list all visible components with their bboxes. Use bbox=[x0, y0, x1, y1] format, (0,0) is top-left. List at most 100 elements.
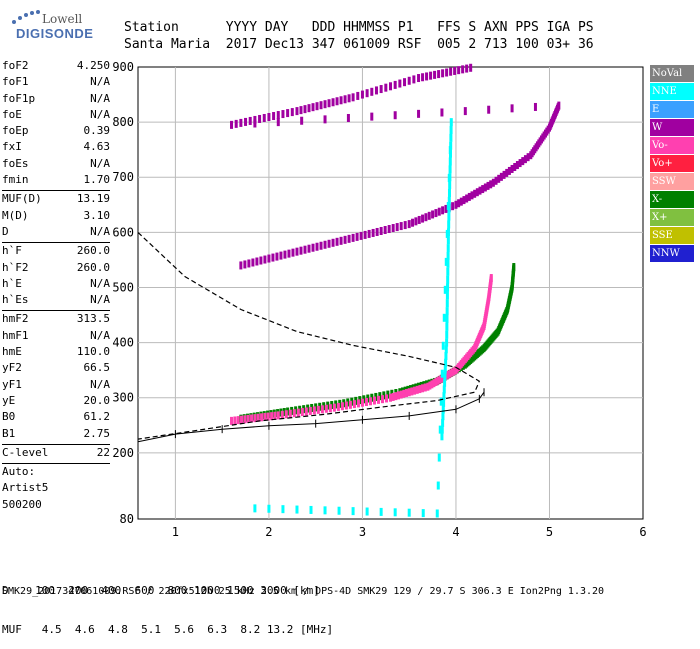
data-point bbox=[448, 181, 452, 190]
data-point bbox=[453, 66, 457, 75]
data-point bbox=[448, 157, 452, 166]
data-point bbox=[465, 194, 469, 203]
logo-word-digisonde: DIGISONDE bbox=[16, 26, 94, 41]
data-point bbox=[421, 73, 425, 82]
data-point bbox=[449, 67, 453, 76]
data-point bbox=[347, 94, 351, 103]
data-point bbox=[380, 395, 384, 404]
data-point bbox=[445, 291, 449, 300]
data-point bbox=[444, 204, 448, 213]
data-point bbox=[363, 230, 367, 239]
data-point bbox=[443, 365, 447, 374]
data-point bbox=[417, 109, 421, 118]
data-point bbox=[487, 105, 491, 114]
data-point bbox=[270, 412, 274, 421]
data-point bbox=[359, 231, 363, 240]
param-value: N/A bbox=[90, 224, 110, 238]
data-point bbox=[290, 108, 294, 117]
param-row: foF1 N/A bbox=[2, 74, 110, 90]
data-point bbox=[444, 358, 448, 367]
data-point bbox=[403, 78, 407, 87]
param-name: C-level bbox=[2, 445, 49, 459]
y-tick-label: 600 bbox=[112, 225, 134, 239]
data-point bbox=[384, 83, 388, 92]
data-point bbox=[287, 249, 291, 258]
data-point bbox=[339, 96, 343, 105]
data-point bbox=[248, 116, 252, 125]
param-value: N/A bbox=[90, 276, 110, 290]
param-value: 61.2 bbox=[83, 410, 111, 424]
data-point bbox=[442, 398, 446, 407]
data-point bbox=[407, 388, 411, 397]
param-row: B0 61.2 bbox=[2, 409, 110, 425]
data-point bbox=[445, 314, 449, 323]
x-tick-label: 1 bbox=[172, 525, 179, 539]
data-point bbox=[370, 112, 374, 121]
param-row: foEp 0.39 bbox=[2, 123, 110, 139]
data-point bbox=[444, 257, 448, 266]
data-point bbox=[526, 153, 530, 162]
legend-item: X+ bbox=[650, 209, 694, 226]
data-point bbox=[348, 400, 352, 409]
data-point bbox=[445, 68, 449, 77]
data-point bbox=[328, 404, 332, 413]
y-tick-label: 400 bbox=[112, 336, 134, 350]
digisonde-logo: Lowell DIGISONDE bbox=[4, 8, 114, 42]
x-tick-label: 6 bbox=[639, 525, 646, 539]
legend-item: Vo- bbox=[650, 137, 694, 154]
param-row: h`E N/A bbox=[2, 276, 110, 292]
param-separator bbox=[2, 310, 110, 312]
data-point bbox=[383, 226, 387, 235]
data-point bbox=[494, 176, 498, 185]
data-point bbox=[445, 229, 449, 238]
data-point bbox=[457, 66, 461, 75]
footer-info: SMK29_2017347061009.RSF / 220fx512h 25 k… bbox=[2, 586, 605, 597]
data-point bbox=[407, 76, 411, 85]
data-point bbox=[429, 71, 433, 80]
data-point bbox=[284, 410, 288, 419]
data-point bbox=[403, 221, 407, 230]
data-point bbox=[518, 159, 522, 168]
param-value: 22 bbox=[96, 445, 110, 459]
data-point bbox=[440, 425, 444, 434]
param-value: N/A bbox=[90, 156, 110, 170]
param-value: 4.63 bbox=[83, 140, 111, 154]
data-point bbox=[307, 104, 311, 113]
data-point bbox=[421, 509, 425, 518]
data-point bbox=[499, 172, 503, 181]
param-name: B1 bbox=[2, 426, 16, 440]
data-point bbox=[344, 401, 348, 410]
data-point bbox=[435, 509, 439, 518]
data-point bbox=[446, 201, 450, 210]
data-point bbox=[505, 168, 509, 177]
data-point bbox=[442, 385, 446, 394]
data-point bbox=[443, 285, 447, 294]
data-point bbox=[399, 222, 403, 231]
data-point bbox=[512, 263, 516, 272]
data-point bbox=[267, 113, 271, 122]
param-row: h`Es N/A bbox=[2, 292, 110, 308]
param-name: B0 bbox=[2, 410, 16, 424]
data-point bbox=[370, 87, 374, 96]
data-point bbox=[259, 256, 263, 265]
data-point bbox=[438, 425, 442, 434]
param-name: yF1 bbox=[2, 377, 22, 391]
data-point bbox=[243, 415, 247, 424]
param-name: h`F2 bbox=[2, 260, 29, 274]
data-point bbox=[312, 406, 316, 415]
data-point bbox=[365, 507, 369, 516]
param-row: foEs N/A bbox=[2, 156, 110, 172]
data-point bbox=[398, 79, 402, 88]
data-point bbox=[510, 104, 514, 113]
data-point bbox=[515, 161, 519, 170]
data-point bbox=[442, 392, 446, 401]
param-row: h`F 260.0 bbox=[2, 243, 110, 259]
legend-item: NNW bbox=[650, 245, 694, 262]
param-row: foE N/A bbox=[2, 107, 110, 123]
data-point bbox=[446, 283, 450, 292]
param-name: fxI bbox=[2, 140, 22, 154]
param-name: foF1p bbox=[2, 91, 36, 105]
data-point bbox=[502, 170, 506, 179]
data-point bbox=[446, 370, 450, 379]
data-point bbox=[360, 90, 364, 99]
